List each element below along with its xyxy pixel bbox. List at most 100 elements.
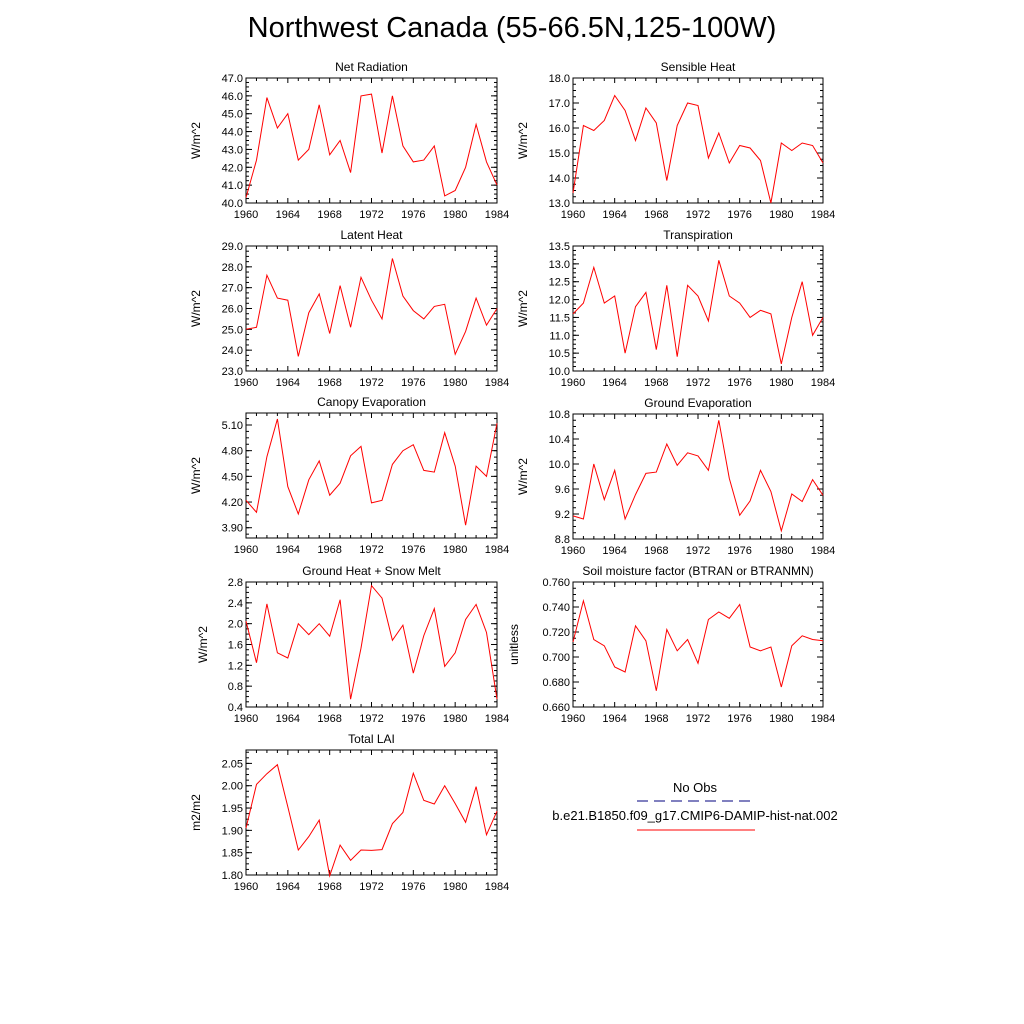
x-tick-label: 1960: [561, 377, 585, 389]
y-tick-label: 1.90: [222, 825, 243, 837]
x-tick-label: 1972: [359, 713, 383, 725]
x-tick-label: 1976: [401, 209, 425, 221]
y-tick-label: 3.90: [222, 523, 243, 535]
plot-frame: [572, 413, 824, 540]
x-tick-label: 1980: [769, 713, 793, 725]
y-tick-label: 27.0: [222, 283, 243, 295]
x-tick-label: 1980: [443, 713, 467, 725]
x-tick-label: 1968: [644, 209, 668, 221]
x-tick-label: 1972: [359, 881, 383, 893]
y-tick-label: 24.0: [222, 345, 243, 357]
x-tick-label: 1960: [561, 713, 585, 725]
panel-title: Canopy Evaporation: [317, 395, 426, 409]
y-tick-label: 0.760: [542, 577, 570, 589]
y-tick-label: 0.740: [542, 602, 570, 614]
y-tick-label: 47.0: [222, 73, 243, 85]
y-tick-label: 2.05: [222, 758, 243, 770]
x-tick-label: 1968: [644, 713, 668, 725]
x-tick-label: 1980: [443, 544, 467, 556]
plot-frame: [245, 245, 498, 372]
y-tick-label: 29.0: [222, 241, 243, 253]
series-line: [572, 420, 824, 533]
y-tick-label: 1.85: [222, 848, 243, 860]
y-axis-label: W/m^2: [189, 457, 203, 494]
y-tick-label: 13.0: [549, 198, 570, 210]
y-tick-label: 2.8: [228, 577, 243, 589]
x-tick-label: 1964: [276, 209, 300, 221]
x-tick-label: 1964: [602, 377, 626, 389]
series-line: [245, 258, 498, 357]
x-tick-label: 1984: [811, 545, 835, 557]
x-tick-label: 1964: [276, 377, 300, 389]
y-tick-label: 10.5: [549, 348, 570, 360]
y-tick-label: 45.0: [222, 109, 243, 121]
x-tick-label: 1976: [401, 881, 425, 893]
x-tick-label: 1968: [317, 377, 341, 389]
panel-title: Total LAI: [348, 732, 395, 746]
plot-frame: [572, 581, 824, 708]
x-tick-label: 1980: [769, 377, 793, 389]
y-tick-label: 14.0: [549, 173, 570, 185]
x-tick-label: 1960: [234, 713, 258, 725]
y-tick-label: 11.5: [549, 312, 570, 324]
y-tick-label: 10.4: [549, 434, 570, 446]
x-tick-label: 1972: [686, 377, 710, 389]
y-tick-label: 0.660: [542, 702, 570, 714]
x-tick-label: 1972: [359, 377, 383, 389]
series-line: [245, 418, 498, 526]
panel-title: Transpiration: [663, 228, 733, 242]
y-axis-label: m2/m2: [189, 794, 203, 831]
x-tick-label: 1972: [686, 209, 710, 221]
y-axis-label: W/m^2: [189, 122, 203, 159]
x-tick-label: 1984: [811, 713, 835, 725]
y-tick-label: 12.5: [549, 277, 570, 289]
panel-title: Sensible Heat: [661, 60, 736, 74]
y-tick-label: 26.0: [222, 304, 243, 316]
legend-model-label: b.e21.B1850.f09_g17.CMIP6-DAMIP-hist-nat…: [552, 808, 837, 823]
y-tick-label: 0.680: [542, 677, 570, 689]
y-tick-label: 15.0: [549, 148, 570, 160]
x-tick-label: 1984: [485, 544, 509, 556]
plot-frame: [245, 581, 498, 708]
y-tick-label: 4.80: [222, 446, 243, 458]
legend-obs-label: No Obs: [673, 780, 718, 795]
x-tick-label: 1976: [727, 713, 751, 725]
x-tick-label: 1968: [317, 544, 341, 556]
series-line: [245, 584, 498, 700]
y-tick-label: 11.0: [549, 330, 570, 342]
y-axis-label: W/m^2: [189, 290, 203, 327]
y-tick-label: 43.0: [222, 144, 243, 156]
x-tick-label: 1980: [443, 209, 467, 221]
x-tick-label: 1976: [727, 209, 751, 221]
x-tick-label: 1984: [485, 713, 509, 725]
x-tick-label: 1976: [401, 713, 425, 725]
y-tick-label: 1.80: [222, 870, 243, 882]
y-tick-label: 4.20: [222, 497, 243, 509]
y-tick-label: 23.0: [222, 366, 243, 378]
y-tick-label: 0.4: [228, 702, 243, 714]
x-tick-label: 1980: [443, 881, 467, 893]
y-tick-label: 12.0: [549, 295, 570, 307]
y-tick-label: 13.5: [549, 241, 570, 253]
y-tick-label: 2.4: [228, 598, 243, 610]
x-tick-label: 1964: [602, 209, 626, 221]
x-tick-label: 1972: [359, 209, 383, 221]
y-tick-label: 1.95: [222, 803, 243, 815]
y-axis-label: W/m^2: [516, 458, 530, 495]
x-tick-label: 1968: [644, 377, 668, 389]
y-tick-label: 40.0: [222, 198, 243, 210]
panel-title: Ground Evaporation: [644, 396, 751, 410]
x-tick-label: 1960: [561, 209, 585, 221]
y-axis-label: unitless: [507, 624, 521, 665]
series-line: [572, 94, 824, 204]
x-tick-label: 1964: [602, 713, 626, 725]
y-tick-label: 28.0: [222, 262, 243, 274]
y-tick-label: 9.6: [555, 484, 570, 496]
y-tick-label: 4.50: [222, 471, 243, 483]
x-tick-label: 1984: [485, 881, 509, 893]
y-tick-label: 46.0: [222, 91, 243, 103]
x-tick-label: 1980: [769, 209, 793, 221]
panel-title: Latent Heat: [340, 228, 403, 242]
plot-frame: [572, 245, 824, 372]
